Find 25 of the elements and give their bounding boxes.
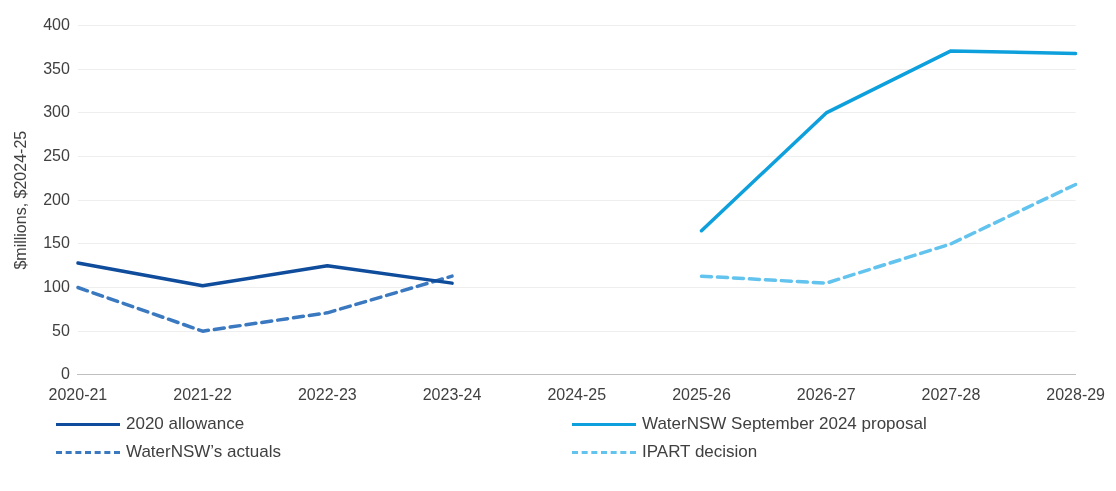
x-tick-label: 2024-25 bbox=[547, 385, 607, 403]
y-tick-label: 50 bbox=[52, 321, 70, 339]
x-tick-label: 2021-22 bbox=[173, 385, 233, 403]
line-series bbox=[76, 274, 454, 333]
line-series bbox=[699, 182, 1078, 285]
y-tick-label: 150 bbox=[43, 234, 70, 252]
x-tick-label: 2026-27 bbox=[796, 385, 856, 403]
y-tick-label: 200 bbox=[43, 190, 70, 208]
legend-label: WaterNSW September 2024 proposal bbox=[642, 414, 927, 434]
legend-label: WaterNSW’s actuals bbox=[126, 442, 281, 462]
x-tick-label: 2025-26 bbox=[672, 385, 731, 403]
x-tick-label: 2027-28 bbox=[921, 385, 981, 403]
x-tick-label: 2023-24 bbox=[422, 385, 482, 403]
y-tick-label: 300 bbox=[43, 103, 70, 121]
x-tick-label: 2028-29 bbox=[1046, 385, 1106, 403]
y-tick-label: 350 bbox=[43, 59, 70, 77]
legend-label: 2020 allowance bbox=[126, 414, 245, 434]
legend-label: IPART decision bbox=[642, 442, 758, 462]
y-tick-label: 100 bbox=[43, 277, 70, 295]
y-tick-label: 400 bbox=[43, 16, 70, 34]
x-tick-label: 2022-23 bbox=[297, 385, 357, 403]
y-tick-label: 0 bbox=[60, 365, 70, 383]
x-tick-label: 2020-21 bbox=[48, 385, 108, 403]
y-axis-title: $millions, $2024-25 bbox=[12, 130, 30, 270]
y-tick-label: 250 bbox=[43, 146, 70, 164]
